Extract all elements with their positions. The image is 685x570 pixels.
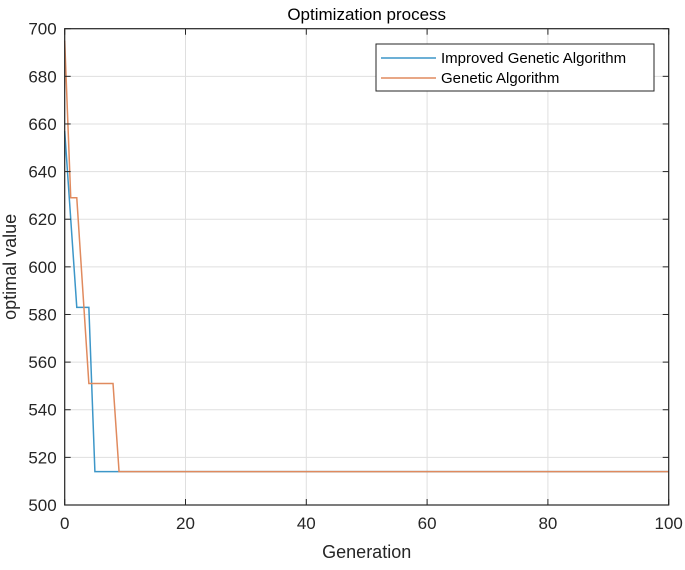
chart-title: Optimization process: [287, 5, 446, 24]
x-tick-label: 40: [297, 514, 316, 533]
y-tick-label: 600: [28, 258, 56, 277]
legend-box: [375, 43, 655, 92]
series-improved-ga-line: [63, 131, 669, 473]
legend-label-improved-ga: Improved Genetic Algorithm: [441, 50, 626, 67]
y-tick-label: 700: [28, 20, 56, 39]
y-tick-label: 540: [28, 401, 56, 420]
x-axis-label: Generation: [322, 542, 411, 562]
x-tick-label: 0: [60, 514, 69, 533]
legend-label-ga: Genetic Algorithm: [441, 70, 559, 87]
y-tick-label: 620: [28, 210, 56, 229]
y-tick-label: 680: [28, 67, 56, 86]
tick-marks: [64, 28, 670, 506]
x-tick-label: 100: [655, 514, 683, 533]
series-ga-line: [63, 40, 669, 473]
y-tick-label: 580: [28, 305, 56, 324]
y-tick-label: 640: [28, 163, 56, 182]
y-tick-label: 560: [28, 353, 56, 372]
grid-lines: [64, 28, 670, 506]
tick-labels: 0 20 40 60 80 100 500 520 540 560 580 600 620 640 660 6…: [28, 20, 683, 533]
x-tick-label: 20: [176, 514, 195, 533]
y-tick-label: 520: [28, 448, 56, 467]
y-axis-label: optimal value: [0, 214, 20, 320]
y-tick-label: 660: [28, 115, 56, 134]
y-tick-label: 500: [28, 496, 56, 515]
x-tick-label: 60: [418, 514, 437, 533]
legend: Improved Genetic Algorithm Genetic Algor…: [375, 43, 655, 92]
x-tick-label: 80: [538, 514, 557, 533]
series-lines: [63, 40, 669, 473]
